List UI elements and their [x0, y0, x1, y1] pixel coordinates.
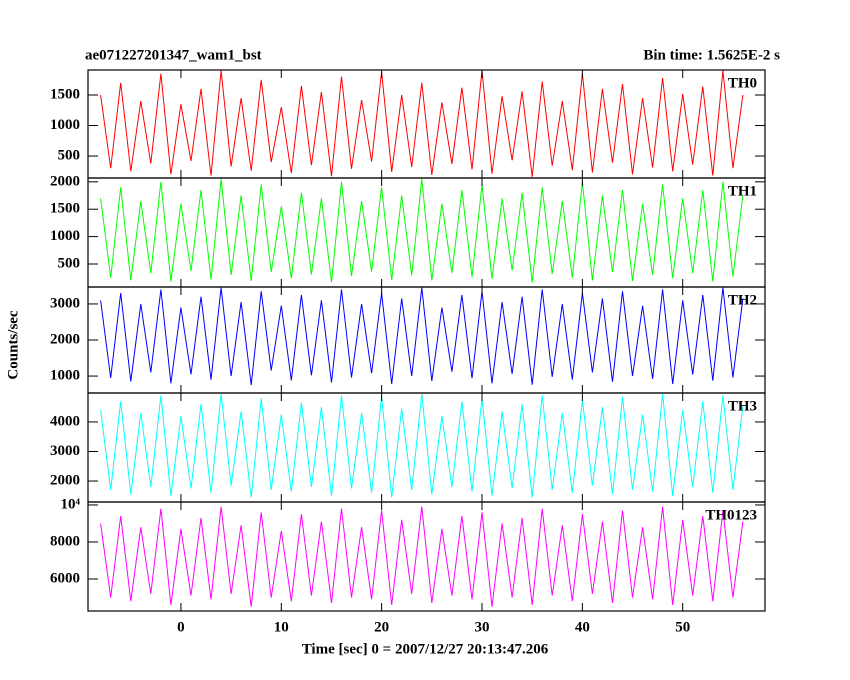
- x-tick-label: 40: [575, 619, 590, 635]
- x-tick-label: 30: [474, 619, 489, 635]
- series-label: TH0: [728, 75, 757, 91]
- x-tick-label: 20: [374, 619, 389, 635]
- y-axis-label: Counts/sec: [5, 310, 21, 380]
- light-curve: [100, 179, 744, 283]
- y-tick-label: 1500: [50, 201, 80, 217]
- y-tick-label: 4000: [50, 413, 80, 429]
- y-tick-label: 1000: [50, 228, 80, 244]
- panel-frame: [87, 501, 766, 612]
- x-tick-label: 50: [675, 619, 690, 635]
- chart-title: ae071227201347_wam1_bst: [85, 47, 262, 63]
- light-curve: [100, 506, 744, 607]
- series-label: TH0123: [705, 507, 757, 523]
- chart-subtitle: Bin time: 1.5625E-2 s: [643, 47, 780, 63]
- y-tick-label: 1000: [50, 117, 80, 133]
- y-tick-label: 500: [58, 147, 81, 163]
- y-tick-label: 3000: [50, 295, 80, 311]
- y-tick-label: 10⁴: [61, 496, 81, 512]
- y-tick-label: 1500: [50, 86, 80, 102]
- light-curve: [100, 393, 744, 498]
- y-tick-label: 6000: [50, 570, 80, 586]
- y-tick-label: 2000: [50, 331, 80, 347]
- x-axis-label: Time [sec] 0 = 2007/12/27 20:13:47.206: [302, 641, 549, 657]
- x-tick-label: 0: [177, 619, 185, 635]
- y-tick-label: 8000: [50, 533, 80, 549]
- y-tick-label: 1000: [50, 367, 80, 383]
- x-tick-label: 10: [274, 619, 289, 635]
- series-label: TH2: [728, 292, 757, 308]
- series-label: TH1: [728, 183, 757, 199]
- light-curve: [100, 70, 744, 177]
- light-curve: [100, 287, 744, 386]
- y-tick-label: 2000: [50, 173, 80, 189]
- y-tick-label: 2000: [50, 472, 80, 488]
- y-tick-label: 500: [58, 255, 81, 271]
- y-tick-label: 3000: [50, 443, 80, 459]
- series-label: TH3: [728, 398, 757, 414]
